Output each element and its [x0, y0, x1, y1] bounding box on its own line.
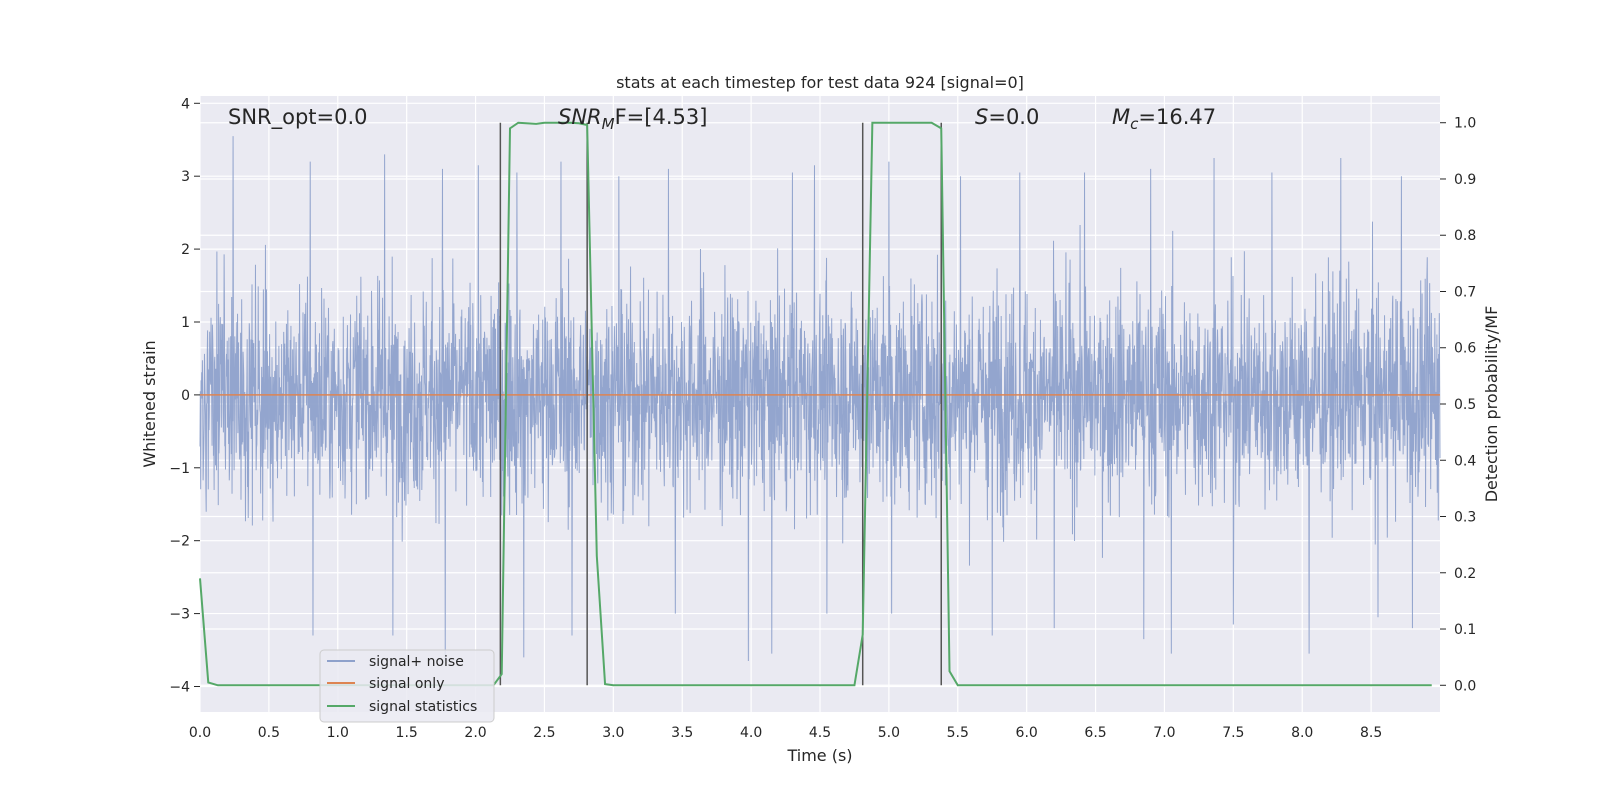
annotation-snr-mf-rest: F=[4.53]	[615, 105, 708, 129]
y2-tick-label: 0.5	[1454, 397, 1476, 413]
signal-noise-series	[199, 136, 1441, 661]
x-tick-label: 6.5	[1084, 725, 1106, 741]
y-axis-label: Whitened strain	[140, 340, 159, 467]
x-tick-label: 3.5	[671, 725, 693, 741]
annotation-snr-mf-sub: M	[602, 115, 615, 133]
y2-tick-label: 0.8	[1454, 228, 1476, 244]
y-tick-label: 3	[181, 169, 190, 185]
legend-label-signal-only: signal only	[369, 676, 444, 692]
x-tick-label: 7.5	[1222, 725, 1244, 741]
y-tick-labels: 4 3 2 1 0 −1 −2 −3 −4	[169, 96, 200, 695]
vertical-lines	[499, 122, 942, 686]
annotation-snr-mf: SNRMF=[4.53]	[558, 105, 707, 133]
x-tick-label: 4.0	[740, 725, 762, 741]
annotation-s-rest: =0.0	[988, 105, 1039, 129]
y2-tick-label: 0.2	[1454, 566, 1476, 582]
y2-tick-label: 1.0	[1454, 116, 1476, 132]
y2-tick-label: 0.9	[1454, 172, 1476, 188]
x-tick-label: 8.5	[1360, 725, 1382, 741]
legend-label-signal-statistics: signal statistics	[369, 699, 477, 715]
annotation-mc: Mc=16.47	[1112, 105, 1216, 133]
x-tick-label: 7.0	[1153, 725, 1175, 741]
x-tick-label: 1.0	[327, 725, 349, 741]
signal-statistics-line	[199, 121, 1432, 687]
x-tick-label: 0.0	[189, 725, 211, 741]
annotation-snr-mf-base: SNR	[558, 105, 602, 129]
annotation-mc-sub: c	[1130, 115, 1139, 133]
x-tick-label: 0.5	[258, 725, 280, 741]
y-tick-label: 1	[181, 315, 190, 331]
x-tick-label: 1.5	[396, 725, 418, 741]
x-tick-label: 6.0	[1016, 725, 1038, 741]
x-tick-label: 5.0	[878, 725, 900, 741]
x-tick-label: 2.5	[533, 725, 555, 741]
annotation-snr-opt: SNR_opt=0.0	[228, 105, 368, 130]
x-tick-labels: 0.0 0.5 1.0 1.5 2.0 2.5 3.0 3.5 4.0 4.5 5.0 5.5 6.0 6…	[189, 725, 1382, 741]
annotation-s-var: S	[975, 105, 988, 129]
y2-tick-label: 0.3	[1454, 510, 1476, 526]
y2-tick-label: 0.1	[1454, 622, 1476, 638]
y2-tick-label: 0.0	[1454, 678, 1476, 694]
annotation-mc-rest: =16.47	[1138, 105, 1216, 129]
y-tick-label: 0	[181, 388, 190, 404]
x-tick-label: 2.0	[464, 725, 486, 741]
y2-tick-label: 0.4	[1454, 453, 1476, 469]
y-tick-label: 4	[181, 96, 190, 112]
annotation-s: S=0.0	[975, 105, 1039, 129]
signal-noise-line	[199, 136, 1441, 661]
legend: signal+ noise signal only signal statist…	[319, 649, 495, 723]
y-tick-label: −1	[169, 461, 190, 477]
x-tick-label: 3.0	[602, 725, 624, 741]
annotation-mc-base: M	[1112, 105, 1130, 129]
x-tick-label: 5.5	[947, 725, 969, 741]
legend-label-signal-noise: signal+ noise	[369, 654, 464, 670]
x-tick-label: 8.0	[1291, 725, 1313, 741]
y2-axis-label: Detection probability/MF	[1482, 306, 1501, 503]
y2-tick-label: 0.6	[1454, 341, 1476, 357]
y-tick-label: −3	[169, 607, 190, 623]
chart-title: stats at each timestep for test data 924…	[616, 73, 1024, 92]
y2-tick-labels: 1.0 0.9 0.8 0.7 0.6 0.5 0.4 0.3 0.2 0.1 0.0	[1440, 116, 1476, 694]
x-axis-label: Time (s)	[786, 746, 852, 765]
y2-tick-label: 0.7	[1454, 284, 1476, 300]
signal-statistics-series	[199, 121, 1432, 687]
y-tick-label: −4	[169, 679, 190, 695]
x-tick-label: 4.5	[809, 725, 831, 741]
y-tick-label: −2	[169, 534, 190, 550]
y-tick-label: 2	[181, 242, 190, 258]
legend-box	[319, 649, 495, 723]
